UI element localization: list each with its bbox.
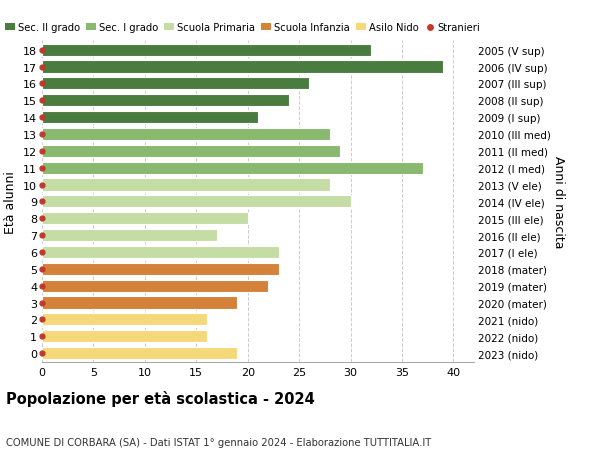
Bar [42,112,258,124]
Bar [42,263,278,275]
Legend: Sec. II grado, Sec. I grado, Scuola Primaria, Scuola Infanzia, Asilo Nido, Stran: Sec. II grado, Sec. I grado, Scuola Prim… [5,23,481,33]
Bar [42,45,371,56]
Bar [42,330,206,342]
Bar [42,162,422,174]
Text: Popolazione per età scolastica - 2024: Popolazione per età scolastica - 2024 [6,390,315,406]
Bar [42,347,238,359]
Bar [42,78,310,90]
Bar [42,280,268,292]
Y-axis label: Anni di nascita: Anni di nascita [552,156,565,248]
Bar [42,196,350,208]
Bar [42,95,289,107]
Bar [42,146,340,157]
Bar [42,129,330,141]
Bar [42,179,330,191]
Bar [42,246,278,258]
Bar [42,230,217,241]
Bar [42,297,238,309]
Bar [42,62,443,73]
Bar [42,313,206,326]
Text: COMUNE DI CORBARA (SA) - Dati ISTAT 1° gennaio 2024 - Elaborazione TUTTITALIA.IT: COMUNE DI CORBARA (SA) - Dati ISTAT 1° g… [6,437,431,448]
Y-axis label: Età alunni: Età alunni [4,171,17,233]
Bar [42,213,248,225]
